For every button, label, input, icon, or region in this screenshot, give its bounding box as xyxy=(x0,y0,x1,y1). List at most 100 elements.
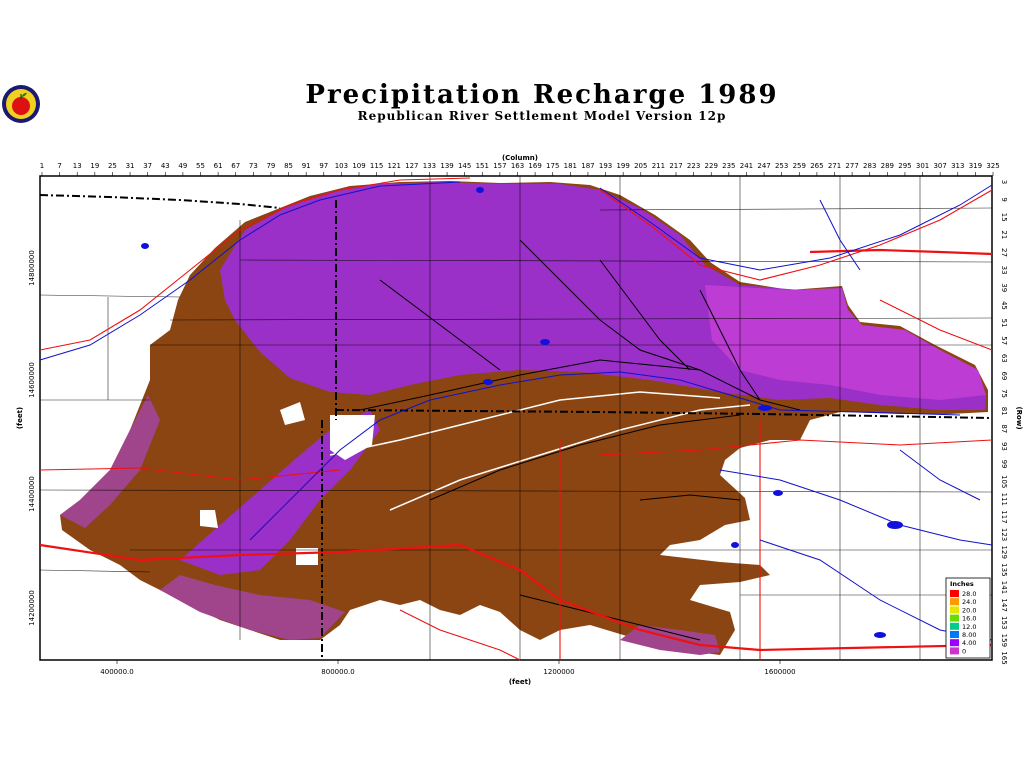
column-tick-labels: 1 7 13 19 25 31 37 43 49 55 61 67 73 79 85 91 97 103 109 11… xyxy=(40,162,1000,176)
column-tick-label: 103 xyxy=(335,162,348,170)
row-tick-label: 45 xyxy=(1000,301,1008,310)
column-axis-label: (Column) xyxy=(502,154,538,162)
column-tick-label: 223 xyxy=(687,162,700,170)
row-tick-label: 15 xyxy=(1000,213,1008,222)
row-tick-label: 21 xyxy=(1000,230,1008,239)
column-tick-label: 187 xyxy=(581,162,594,170)
column-tick-label: 43 xyxy=(161,162,170,170)
column-tick-label: 229 xyxy=(705,162,718,170)
river-line xyxy=(599,184,993,271)
reservoirs xyxy=(141,187,903,638)
column-tick-label: 169 xyxy=(528,162,541,170)
row-tick-labels: 3915212733394551576369758187939910511111… xyxy=(1000,180,1008,665)
road-line xyxy=(39,543,993,652)
channel-line xyxy=(429,414,741,501)
legend-label: 20.0 xyxy=(962,606,976,614)
column-tick-label: 313 xyxy=(951,162,964,170)
column-tick-label: 67 xyxy=(231,162,240,170)
reservoir xyxy=(773,490,783,496)
no-data-patch xyxy=(296,548,318,565)
legend: Inches 28.024.020.016.012.08.004.000 xyxy=(945,577,991,659)
row-tick-label: 69 xyxy=(1000,371,1008,380)
channel-line xyxy=(519,239,701,371)
column-tick-label: 115 xyxy=(370,162,383,170)
column-tick-label: 91 xyxy=(302,162,311,170)
river-line xyxy=(819,199,861,271)
column-tick-label: 283 xyxy=(863,162,876,170)
county-line xyxy=(599,207,993,211)
column-tick-label: 151 xyxy=(476,162,489,170)
state-line xyxy=(39,194,281,209)
column-tick-label: 325 xyxy=(986,162,999,170)
reservoir xyxy=(483,379,493,385)
column-tick-label: 19 xyxy=(90,162,99,170)
column-tick-label: 79 xyxy=(266,162,275,170)
legend-items: 28.024.020.016.012.08.004.000 xyxy=(950,590,976,655)
legend-label: 28.0 xyxy=(962,590,976,598)
column-tick-label: 307 xyxy=(933,162,946,170)
column-tick-label: 61 xyxy=(214,162,223,170)
column-tick-label: 55 xyxy=(196,162,205,170)
column-tick-label: 145 xyxy=(458,162,471,170)
row-tick-label: 111 xyxy=(1000,493,1008,506)
river-line xyxy=(249,371,961,541)
apple-seal-logo xyxy=(0,82,45,127)
state-line xyxy=(335,409,993,419)
county-line xyxy=(39,569,151,573)
y-tick-label: 14200000 xyxy=(28,590,36,626)
y-tick-label: 14600000 xyxy=(28,362,36,398)
legend-swatch xyxy=(950,639,959,647)
legend-swatch xyxy=(950,598,959,606)
apple-seal-icon xyxy=(2,85,40,123)
no-data-patch xyxy=(280,402,305,425)
legend-label: 16.0 xyxy=(962,615,976,623)
county-boundaries xyxy=(39,176,993,660)
column-tick-label: 133 xyxy=(423,162,436,170)
county-line xyxy=(39,489,993,493)
channel-line xyxy=(519,594,701,641)
x-tick-label: 1600000 xyxy=(764,668,795,676)
y-feet-tick-labels: 14800000 14600000 14400000 14200000 xyxy=(28,250,36,626)
column-tick-label: 37 xyxy=(143,162,152,170)
map-subtitle: Republican River Settlement Model Versio… xyxy=(357,109,727,123)
column-tick-label: 181 xyxy=(564,162,577,170)
row-tick-label: 123 xyxy=(1000,528,1008,541)
road-line xyxy=(599,439,993,456)
road-line xyxy=(39,467,341,481)
row-tick-label: 3 xyxy=(1000,180,1008,184)
column-tick-label: 247 xyxy=(757,162,770,170)
road-line xyxy=(809,248,993,256)
rivers xyxy=(39,181,993,641)
column-tick-label: 31 xyxy=(126,162,135,170)
column-tick-label: 73 xyxy=(249,162,258,170)
column-tick-label: 127 xyxy=(405,162,418,170)
column-tick-label: 121 xyxy=(388,162,401,170)
row-tick-label: 57 xyxy=(1000,336,1008,345)
row-tick-label: 87 xyxy=(1000,424,1008,433)
legend-label: 4.00 xyxy=(962,639,976,647)
channel-line xyxy=(599,259,691,371)
column-tick-label: 217 xyxy=(669,162,682,170)
row-tick-label: 39 xyxy=(1000,283,1008,292)
river-line xyxy=(39,181,461,361)
row-tick-label: 93 xyxy=(1000,442,1008,451)
column-tick-label: 193 xyxy=(599,162,612,170)
row-tick-label: 99 xyxy=(1000,460,1008,469)
row-tick-label: 159 xyxy=(1000,634,1008,647)
column-tick-label: 271 xyxy=(828,162,841,170)
legend-swatch xyxy=(950,614,959,622)
road-line xyxy=(39,177,471,351)
reservoir xyxy=(540,339,550,345)
column-tick-label: 289 xyxy=(881,162,894,170)
legend-swatch xyxy=(950,606,959,614)
channel-line xyxy=(639,494,741,501)
column-tick-label: 163 xyxy=(511,162,524,170)
x-tick-label: 800000.0 xyxy=(321,668,354,676)
road-line xyxy=(599,189,993,281)
channel-line xyxy=(389,404,751,511)
reservoir xyxy=(887,521,903,529)
legend-label: 24.0 xyxy=(962,598,976,606)
column-tick-label: 139 xyxy=(440,162,453,170)
legend-swatch xyxy=(950,631,959,638)
